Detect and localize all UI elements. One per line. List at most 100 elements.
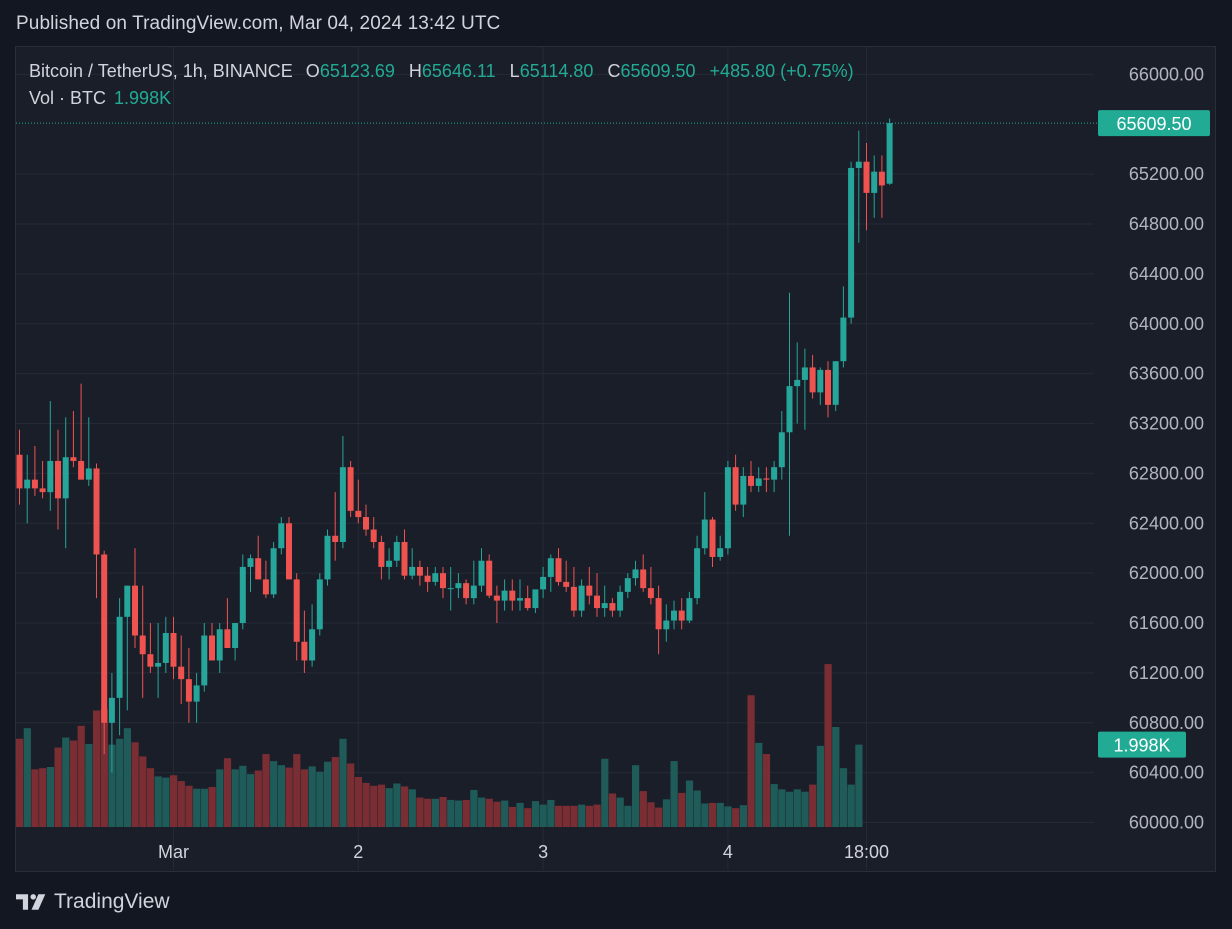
volume-bar bbox=[424, 798, 432, 827]
candle-body bbox=[278, 523, 285, 549]
candle bbox=[617, 585, 624, 617]
candle bbox=[124, 585, 131, 711]
candle-body bbox=[717, 548, 724, 557]
candle-body bbox=[24, 479, 31, 489]
y-axis-tick-label: 66000.00 bbox=[1129, 64, 1204, 84]
candle bbox=[501, 579, 508, 611]
candle-body bbox=[347, 467, 354, 511]
candle bbox=[224, 598, 231, 648]
y-axis-tick-label: 64800.00 bbox=[1129, 214, 1204, 234]
candle-body bbox=[578, 585, 585, 611]
candle bbox=[162, 616, 169, 673]
footer-brand[interactable]: TradingView bbox=[16, 889, 170, 915]
volume-bar bbox=[816, 745, 824, 827]
candle-body bbox=[116, 616, 123, 698]
candle-body bbox=[547, 558, 554, 577]
candle-body bbox=[755, 478, 762, 486]
candle-body bbox=[617, 591, 624, 611]
volume-bar bbox=[247, 774, 255, 827]
candle-body bbox=[370, 529, 377, 543]
candle bbox=[270, 542, 277, 599]
candle-body bbox=[301, 641, 308, 661]
candle bbox=[355, 479, 362, 524]
low-label: L bbox=[509, 61, 520, 81]
candle-body bbox=[270, 548, 277, 595]
y-axis-tick-label: 60800.00 bbox=[1129, 713, 1204, 733]
candle-body bbox=[724, 467, 731, 549]
volume-bar bbox=[524, 808, 532, 827]
candle bbox=[447, 566, 454, 611]
volume-bar bbox=[146, 768, 155, 827]
chart-panel[interactable] bbox=[15, 46, 1216, 872]
candle bbox=[209, 623, 215, 661]
volume-bar bbox=[154, 776, 162, 827]
candle-body bbox=[763, 478, 770, 480]
candle-body bbox=[470, 585, 477, 599]
candle-body bbox=[247, 558, 254, 567]
candle bbox=[686, 591, 693, 624]
candle-body bbox=[555, 558, 562, 582]
open-label: O bbox=[305, 61, 320, 81]
candle-body bbox=[624, 578, 631, 592]
candle-body bbox=[209, 635, 215, 661]
volume-bar bbox=[401, 786, 409, 827]
volume-bar bbox=[262, 754, 270, 827]
candle-body bbox=[339, 467, 346, 543]
candle-body bbox=[170, 633, 177, 667]
candle bbox=[794, 342, 801, 424]
candle-body bbox=[108, 697, 115, 723]
candle-body bbox=[532, 589, 539, 609]
volume-bar bbox=[285, 767, 293, 827]
candle bbox=[316, 573, 323, 636]
volume-bar bbox=[123, 728, 131, 827]
candle bbox=[286, 517, 292, 580]
legend-volume-row: Vol · BTC 1.998K bbox=[29, 85, 863, 112]
candle-body bbox=[162, 633, 169, 663]
candle-body bbox=[31, 479, 38, 489]
candle-body bbox=[809, 367, 816, 393]
high-label: H bbox=[408, 61, 422, 81]
candle-body bbox=[147, 654, 154, 667]
volume-bar bbox=[470, 789, 478, 827]
candle-body bbox=[139, 635, 146, 655]
volume-bar bbox=[324, 761, 332, 827]
open-value: 65123.69 bbox=[319, 61, 395, 81]
volume-bar bbox=[331, 757, 339, 827]
candle bbox=[694, 535, 701, 605]
candle-body bbox=[509, 590, 516, 601]
candle bbox=[170, 616, 177, 680]
candle-body bbox=[832, 361, 839, 405]
candle-body bbox=[440, 573, 446, 589]
candle bbox=[801, 348, 808, 430]
symbol-title[interactable]: Bitcoin / TetherUS, 1h, BINANCE bbox=[29, 61, 293, 81]
volume-bar bbox=[131, 742, 139, 827]
volume-bar bbox=[601, 758, 609, 827]
candle-body bbox=[185, 679, 192, 702]
candle-body bbox=[640, 569, 647, 589]
candle bbox=[147, 623, 154, 673]
candle bbox=[185, 647, 192, 723]
candle-body bbox=[794, 379, 801, 387]
candle-body bbox=[455, 583, 462, 589]
volume-label[interactable]: Vol · BTC bbox=[29, 88, 107, 108]
volume-bar bbox=[454, 800, 463, 827]
candle bbox=[578, 579, 585, 617]
candle bbox=[840, 286, 847, 368]
candle bbox=[563, 560, 570, 592]
candle bbox=[493, 585, 500, 624]
candle bbox=[386, 548, 393, 580]
candle bbox=[832, 361, 839, 412]
candle-body bbox=[309, 629, 316, 661]
candle bbox=[640, 554, 647, 592]
candle-body bbox=[694, 548, 701, 599]
candle bbox=[763, 467, 770, 493]
candle-body bbox=[39, 488, 46, 493]
candle bbox=[817, 367, 824, 405]
candle bbox=[332, 492, 339, 561]
candle bbox=[309, 604, 316, 667]
y-axis-tick-label: 62000.00 bbox=[1129, 563, 1204, 583]
candle bbox=[855, 130, 862, 243]
candle-body bbox=[647, 588, 654, 599]
candle-body bbox=[155, 662, 162, 667]
